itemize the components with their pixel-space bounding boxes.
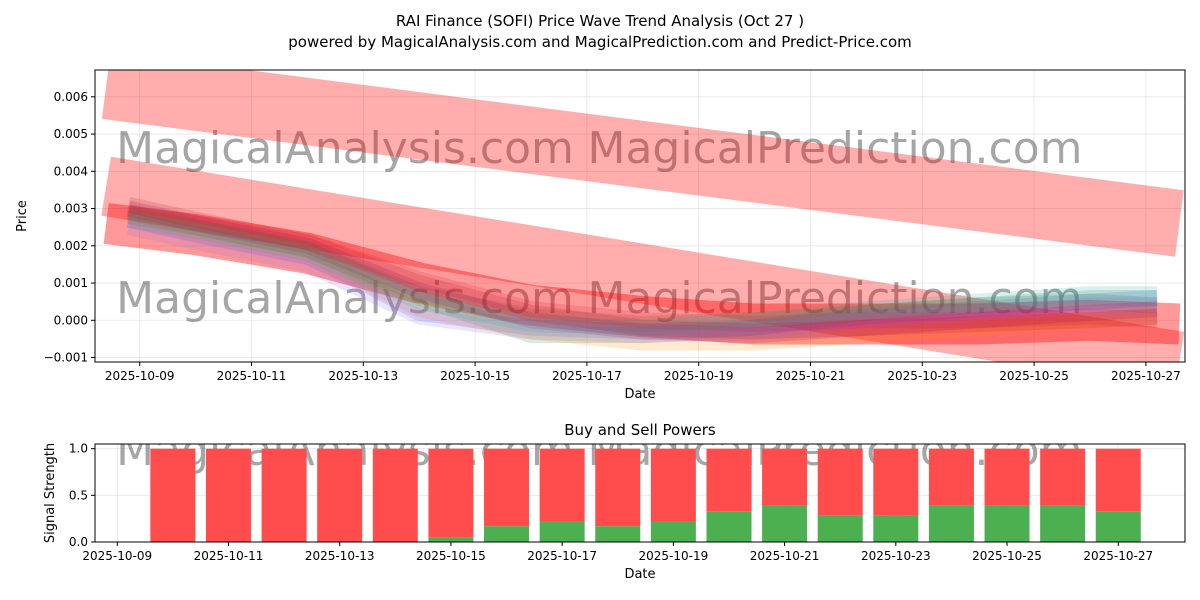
- wave-line: [127, 208, 1158, 333]
- x-tick-label: 2025-10-25: [999, 369, 1069, 383]
- x-axis-label: Date: [624, 387, 655, 402]
- x-tick-label: 2025-10-17: [552, 369, 622, 383]
- buy-bar: [1095, 511, 1141, 542]
- wave-line: [126, 204, 1158, 344]
- x-tick-label: 2025-10-21: [750, 549, 820, 563]
- x-tick-label: 2025-10-23: [861, 549, 931, 563]
- y-tick-label: 0.000: [54, 313, 88, 327]
- y-tick-label: 0.0: [69, 535, 88, 549]
- buy-bar: [484, 526, 530, 542]
- buy-bar: [762, 505, 808, 542]
- price-chart: 2025-10-09 2025-10-11 2025-10-13 2025-10-15…: [15, 69, 1186, 402]
- sell-bar: [317, 448, 363, 542]
- y-tick-label: 0.006: [54, 90, 88, 104]
- y-tick-label: 0.005: [54, 127, 88, 141]
- chart-title: RAI Finance (SOFI) Price Wave Trend Anal…: [396, 12, 804, 30]
- x-tick-label: 2025-10-17: [527, 549, 597, 563]
- watermark: MagicalPrediction.com: [588, 123, 1083, 174]
- sell-bar: [484, 448, 530, 527]
- sell-bar: [539, 448, 585, 522]
- buy-bar: [817, 515, 863, 542]
- y-tick-label: 0.004: [54, 164, 88, 178]
- x-tick-label: 2025-10-27: [1111, 369, 1181, 383]
- wave-line: [126, 200, 1158, 344]
- sell-bar: [1040, 448, 1086, 506]
- y-axis-label: Price: [15, 200, 30, 232]
- y-tick-label: 0.001: [54, 276, 88, 290]
- buy-bar: [428, 537, 474, 542]
- sell-bar: [817, 448, 863, 516]
- price-band: [103, 203, 1181, 345]
- watermark: MagicalAnalysis.com: [116, 273, 574, 324]
- chart-subtitle: powered by MagicalAnalysis.com and Magic…: [288, 33, 912, 51]
- x-tick-label: 2025-10-21: [776, 369, 846, 383]
- x-tick-label: 2025-10-11: [217, 369, 287, 383]
- buy-bar: [873, 515, 919, 542]
- sell-bar: [261, 448, 307, 542]
- buy-bar: [984, 505, 1030, 542]
- x-tick-label: 2025-10-15: [440, 369, 510, 383]
- sell-bar: [706, 448, 752, 512]
- wave-line: [127, 211, 1158, 336]
- x-tick-label: 2025-10-13: [305, 549, 375, 563]
- x-tick-label: 2025-10-13: [328, 369, 398, 383]
- sell-bar: [984, 448, 1030, 506]
- sell-bar: [928, 448, 974, 506]
- wave-line: [126, 208, 1158, 351]
- x-tick-label: 2025-10-11: [194, 549, 264, 563]
- price-band: [101, 70, 1184, 257]
- y-tick-label: −0.001: [44, 351, 88, 365]
- sell-bar: [205, 448, 251, 542]
- sell-bar: [873, 448, 919, 516]
- sell-bar: [372, 448, 418, 542]
- x-tick-label: 2025-10-23: [887, 369, 957, 383]
- wave-line: [126, 211, 1158, 340]
- buy-bar: [928, 505, 974, 542]
- watermark: MagicalPrediction.com: [588, 273, 1083, 324]
- buy-sell-chart: Buy and Sell Powers 2025-10-09 2025-10-11 2…: [43, 421, 1186, 582]
- axes-frame: [94, 443, 1186, 543]
- y-tick-label: 0.003: [54, 202, 88, 216]
- wave-line: [126, 219, 1158, 344]
- buy-bar: [1040, 505, 1086, 542]
- price-band: [101, 156, 1185, 362]
- buy-bar: [650, 521, 696, 542]
- sell-bar: [1095, 448, 1141, 512]
- sell-bar: [762, 448, 808, 506]
- y-tick-label: 0.5: [69, 488, 88, 502]
- x-axis-label: Date: [624, 567, 655, 582]
- wave-line: [126, 197, 1158, 340]
- sell-bar: [428, 448, 474, 538]
- x-tick-label: 2025-10-09: [105, 369, 175, 383]
- wave-line: [127, 204, 1158, 333]
- y-tick-label: 0.002: [54, 239, 88, 253]
- sell-bar: [595, 448, 641, 527]
- y-axis-label: Signal Strength: [43, 443, 58, 543]
- x-tick-label: 2025-10-19: [664, 369, 734, 383]
- axes-frame: [94, 69, 1186, 363]
- buy-bar: [539, 521, 585, 542]
- plot-area: MagicalAnalysis.com MagicalPrediction.com…: [101, 70, 1185, 362]
- bar-chart-title: Buy and Sell Powers: [564, 421, 716, 439]
- sell-bar: [150, 448, 196, 542]
- sell-bar: [650, 448, 696, 522]
- x-tick-label: 2025-10-09: [82, 549, 152, 563]
- x-tick-label: 2025-10-27: [1083, 549, 1153, 563]
- x-tick-label: 2025-10-25: [972, 549, 1042, 563]
- x-tick-label: 2025-10-15: [416, 549, 486, 563]
- y-tick-label: 1.0: [69, 442, 88, 456]
- watermark: MagicalAnalysis.com: [116, 123, 574, 174]
- buy-bar: [595, 526, 641, 542]
- x-tick-label: 2025-10-19: [638, 549, 708, 563]
- buy-bar: [706, 511, 752, 542]
